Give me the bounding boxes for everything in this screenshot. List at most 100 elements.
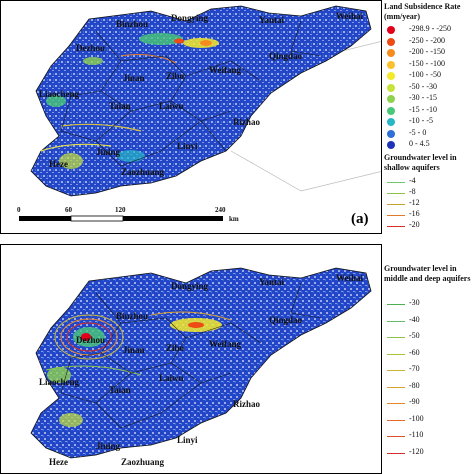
city-label: Laiwu [159,373,184,383]
city-label: Weihai [336,273,364,283]
scale-unit: km [229,215,239,223]
map-canvas-a [19,5,381,222]
legend-label: -298.9 - -250 [409,24,451,33]
city-label: Zaozhuang [121,167,165,177]
scale-tick: 0 [17,206,21,214]
city-label: Dezhou [76,335,105,345]
legend-label: -5 - 0 [409,127,427,137]
legend-label: -50 [409,331,420,340]
legend-label: -250 - -200 [409,35,445,45]
legend-swatch [387,118,395,126]
legend-label: -100 - -50 [409,70,441,79]
legend-swatch [387,304,405,305]
scale-bar [19,215,223,222]
city-label: Weifang [209,339,242,349]
city-label: Linyi [177,435,198,445]
city-label: Jining [96,441,121,451]
scale-tick: 240 [215,206,226,214]
city-label: Jining [96,147,121,157]
city-label: Zibo [166,343,185,353]
city-label: Binzhou [116,19,149,29]
legend-label: -30 - -15 [409,93,437,102]
city-label: Qingdao [269,315,303,325]
legend-label: 0 - 4.5 [409,139,430,148]
legend-label: -20 [409,220,420,229]
legend-swatch [387,386,405,388]
legend-label: -50 - -30 [409,81,437,91]
legend-swatch [387,106,395,115]
legend-label: -8 [409,187,416,196]
city-label: Heze [49,457,68,467]
legend-swatch [387,26,395,34]
legend-swatch [387,204,405,205]
legend-swatch [387,370,405,371]
legend-swatch [387,95,395,103]
legend-swatch [387,436,405,437]
city-label: Qingdao [269,51,303,61]
city-label: Dezhou [76,43,105,53]
city-label: Laiwu [159,101,184,111]
city-label: Dongying [171,13,209,23]
legend-swatch [387,452,405,454]
legend-label: -10 - -5 [409,116,433,125]
city-label: Liaocheng [39,89,80,99]
map-panel-b: Binzhou Dongying Yantai Weihai Dezhou Ji… [0,244,382,474]
legend-swatch [387,353,405,355]
legend-label: -70 [409,364,420,373]
legend-label: -40 [409,314,420,324]
legend-label: -15 - -10 [409,104,437,114]
panel-tag-a: (a) [351,211,369,227]
legend-label: -80 [409,380,420,390]
city-label: Zaozhuang [121,457,165,467]
legend-subsidence-title: Land Subsidence Rate [384,2,461,11]
legend-label: -90 [409,397,420,406]
legend-swatch [387,182,405,183]
legend-label: -150 - -100 [409,58,445,68]
legend-swatch [387,215,405,216]
map-canvas-b [30,267,372,459]
scale-tick: 60 [65,206,72,214]
city-label: Weihai [336,11,364,21]
legend-swatch [387,83,395,92]
legend-swatch [387,193,405,194]
legend-swatch [387,49,395,57]
city-label: Taian [109,385,131,395]
city-label: Taian [109,101,131,111]
city-label: Binzhou [116,311,149,321]
shandong-region [30,267,372,459]
legend-swatch [387,419,405,421]
city-label: Weifang [209,65,242,75]
legend-subsidence-unit: (mm/year) [384,12,420,21]
legend-swatch [387,320,405,322]
legend-shallow-title: Groundwater level in shallow aquifers [384,153,457,172]
legend-swatch [387,141,395,149]
legend-swatch [387,37,395,46]
legend-swatch [387,337,405,338]
legend-swatch [387,129,395,138]
city-label: Rizhao [233,399,260,409]
legend-swatch [387,72,395,80]
legend-deep-title: Groundwater level in middle and deep aqu… [384,264,471,283]
city-label: Yantai [259,15,285,25]
city-label: Dongying [171,281,209,291]
legend-label: -30 [409,298,420,307]
legend-label: -16 [409,209,420,218]
legend-label: -12 [409,198,420,207]
legend-label: -200 - -150 [409,47,445,56]
legend-label: -120 [409,446,424,456]
city-label: Jinan [123,73,145,83]
city-label: Rizhao [233,117,260,127]
legend-swatch [387,226,405,227]
city-label: Liaocheng [39,377,80,387]
legend-label: -60 [409,347,420,357]
legend-swatch [387,403,405,404]
legend-label: -100 [409,413,424,423]
legend-label: -4 [409,176,416,185]
city-label: Jinan [123,345,145,355]
legend-label: -110 [409,430,424,439]
city-label: Zibo [166,71,185,81]
legend-swatch [387,60,395,69]
shandong-region [30,5,372,197]
city-label: Yantai [259,277,285,287]
city-label: Linyi [177,141,198,151]
